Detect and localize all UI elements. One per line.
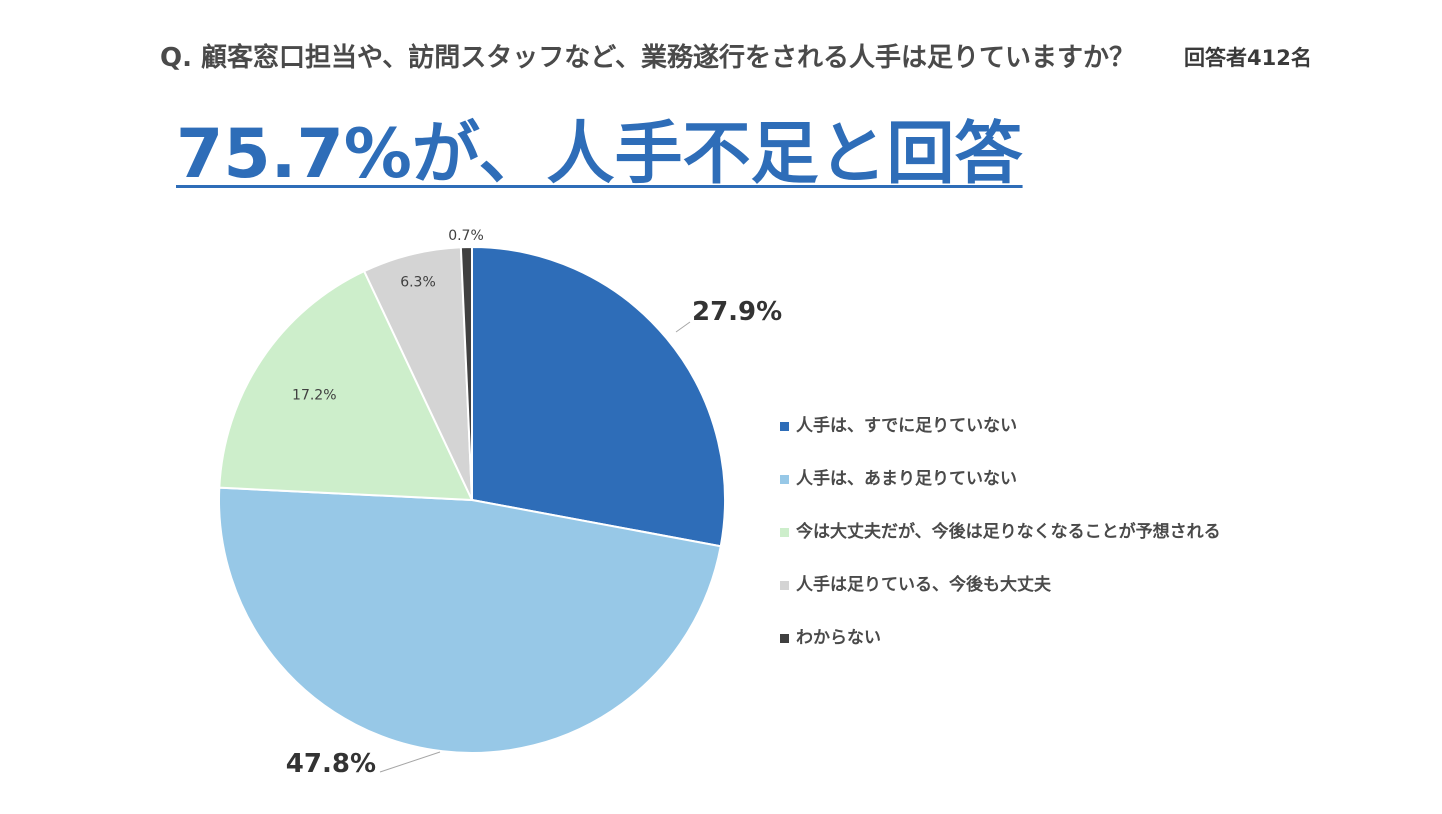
legend-swatch [780, 581, 789, 590]
legend-swatch [780, 475, 789, 484]
legend-item-2: 人手は、あまり足りていない [780, 465, 1221, 518]
headline: 75.7%が、人手不足と回答 [176, 115, 1023, 194]
pie-slice-3 [218, 269, 474, 502]
legend-item-3: 今は大丈夫だが、今後は足りなくなることが予想される [780, 518, 1221, 571]
pie-slice-2 [218, 486, 722, 754]
leader-line-1 [675, 321, 691, 333]
slice-label-1: 27.9% [692, 297, 782, 327]
slice-label-3: 17.2% [292, 387, 336, 403]
question-text: Q. 顧客窓口担当や、訪問スタッフなど、業務遂行をされる人手は足りていますか？ [160, 43, 1135, 73]
slice-label-2: 47.8% [286, 749, 376, 779]
legend-label: 人手は足りている、今後も大丈夫 [796, 575, 1051, 595]
legend-item-1: 人手は、すでに足りていない [780, 412, 1221, 465]
legend-item-5: わからない [780, 624, 1221, 677]
legend-swatch [780, 634, 789, 643]
chart-legend: 人手は、すでに足りていない 人手は、あまり足りていない今は大丈夫だが、今後は足りな… [780, 412, 1221, 677]
slice-label-5: 0.7% [448, 228, 484, 244]
pie-slice-5 [459, 245, 473, 501]
legend-label: 今は大丈夫だが、今後は足りなくなることが予想される [796, 522, 1221, 542]
pie-slice-1 [471, 245, 726, 548]
legend-label: 人手は、あまり足りていない [796, 469, 1017, 489]
legend-label: 人手は、すでに足りていない [796, 416, 1018, 436]
legend-swatch [780, 528, 789, 537]
legend-swatch [780, 422, 789, 431]
respondent-count: 回答者412名 [1184, 46, 1312, 70]
leader-line-2 [379, 751, 441, 773]
legend-label: わからない [796, 628, 881, 648]
slice-label-4: 6.3% [400, 274, 436, 290]
legend-item-4: 人手は足りている、今後も大丈夫 [780, 571, 1221, 624]
